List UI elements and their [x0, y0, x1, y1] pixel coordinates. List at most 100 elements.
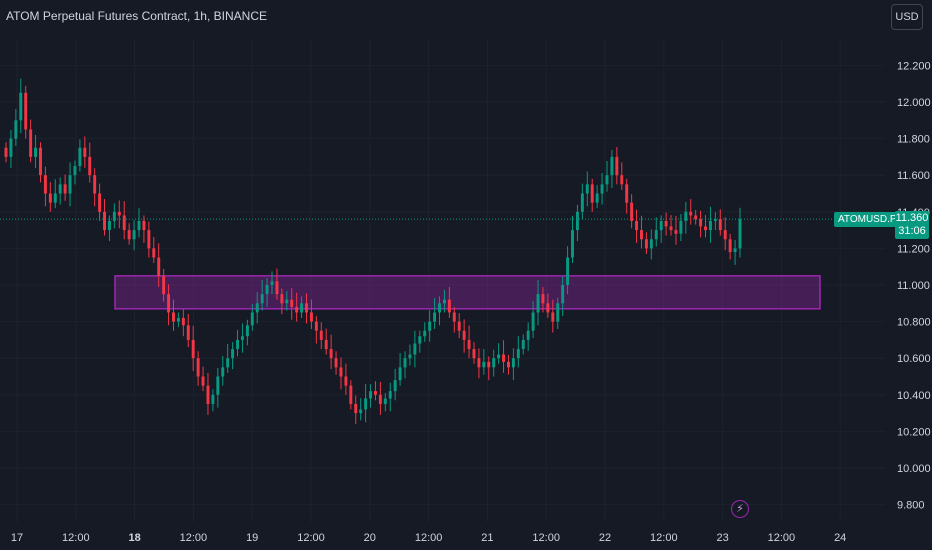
time-tick-label: 12:00 [180, 532, 208, 544]
candle-up [236, 339, 240, 350]
candle-down [117, 211, 121, 216]
candle-down [339, 367, 343, 377]
candle-up [260, 294, 264, 304]
candle-down [373, 391, 377, 395]
time-tick-label: 24 [834, 532, 846, 544]
candle-up [605, 175, 609, 185]
candle-up [226, 358, 230, 368]
candle-down [674, 230, 678, 234]
candle-down [24, 92, 28, 130]
candle-up [265, 285, 269, 295]
candle-up [571, 230, 574, 258]
candle-down [191, 339, 195, 359]
candle-down [452, 312, 456, 322]
candle-down [457, 321, 461, 331]
candle-up [566, 257, 570, 285]
candle-up [231, 349, 235, 359]
time-tick-label: 12:00 [650, 532, 678, 544]
candle-up [536, 294, 540, 313]
candle-down [635, 220, 639, 231]
candle-down [98, 193, 102, 212]
candle-down [43, 175, 47, 194]
candle-up [561, 285, 565, 304]
candle-down [48, 193, 52, 203]
time-tick-label: 20 [364, 532, 376, 544]
bar-countdown: 31:06 [898, 225, 926, 237]
price-tick-label: 10.400 [897, 390, 931, 402]
candle-down [319, 330, 323, 340]
candle-up [137, 220, 141, 231]
candle-down [723, 230, 727, 240]
candle-down [142, 220, 146, 231]
candle-down [669, 226, 673, 231]
candle-up [369, 391, 373, 399]
candle-up [738, 219, 742, 249]
symbol-label: ATOMUSD.P [834, 212, 901, 227]
candle-up [526, 330, 530, 340]
candle-down [186, 325, 190, 340]
candle-down [546, 303, 550, 313]
candle-down [467, 339, 471, 350]
time-tick-label: 19 [246, 532, 258, 544]
time-tick-label: 12:00 [532, 532, 560, 544]
candle-down [472, 349, 476, 359]
candle-up [595, 193, 599, 203]
candle-down [541, 294, 545, 304]
currency-button[interactable]: USD [891, 4, 923, 30]
candle-up [300, 303, 304, 313]
candle-up [359, 409, 363, 414]
candle-up [428, 321, 432, 331]
candle-up [408, 354, 412, 359]
price-tick-label: 12.000 [897, 97, 931, 109]
price-tick-label: 11.800 [897, 134, 930, 146]
candle-down [502, 354, 506, 362]
candle-down [704, 226, 707, 231]
last-price-label: 11.360 31:06 [895, 211, 929, 239]
candle-down [63, 184, 67, 194]
candle-down [551, 312, 555, 322]
candle-down [689, 211, 693, 216]
candle-up [654, 230, 658, 240]
lightning-icon[interactable]: ⚡︎ [731, 500, 749, 518]
candle-up [19, 92, 23, 121]
candle-up [713, 219, 717, 221]
candle-down [324, 339, 328, 350]
candle-up [112, 211, 116, 221]
candle-down [630, 202, 634, 221]
price-tick-label: 10.800 [897, 317, 931, 329]
candle-down [462, 330, 466, 340]
candle-down [103, 211, 107, 231]
candle-up [398, 367, 402, 381]
candle-up [492, 358, 496, 368]
time-tick-label: 12:00 [768, 532, 796, 544]
candle-down [147, 230, 151, 249]
time-tick-label: 23 [716, 532, 728, 544]
candle-up [250, 312, 254, 326]
candle-down [620, 175, 624, 185]
time-tick-label: 17 [11, 532, 23, 544]
price-tick-label: 11.600 [897, 170, 930, 182]
candle-up [255, 303, 259, 313]
candle-up [413, 343, 417, 355]
candle-up [388, 391, 392, 399]
candle-down [181, 317, 185, 326]
candle-up [9, 138, 13, 157]
candle-down [334, 358, 338, 368]
candle-down [699, 219, 703, 227]
candle-up [556, 303, 560, 322]
support-zone-rectangle[interactable] [114, 275, 821, 310]
candle-down [172, 312, 175, 322]
candle-up [68, 175, 72, 194]
price-tick-label: 9.800 [897, 500, 925, 512]
candle-up [438, 303, 441, 313]
candle-up [221, 367, 225, 377]
candle-down [83, 147, 87, 157]
candle-down [615, 156, 619, 176]
candle-up [176, 317, 180, 322]
candle-up [132, 230, 136, 240]
candle-up [497, 354, 501, 359]
candle-up [216, 376, 220, 395]
candle-down [162, 275, 166, 295]
last-price-value: 11.360 [895, 212, 929, 224]
